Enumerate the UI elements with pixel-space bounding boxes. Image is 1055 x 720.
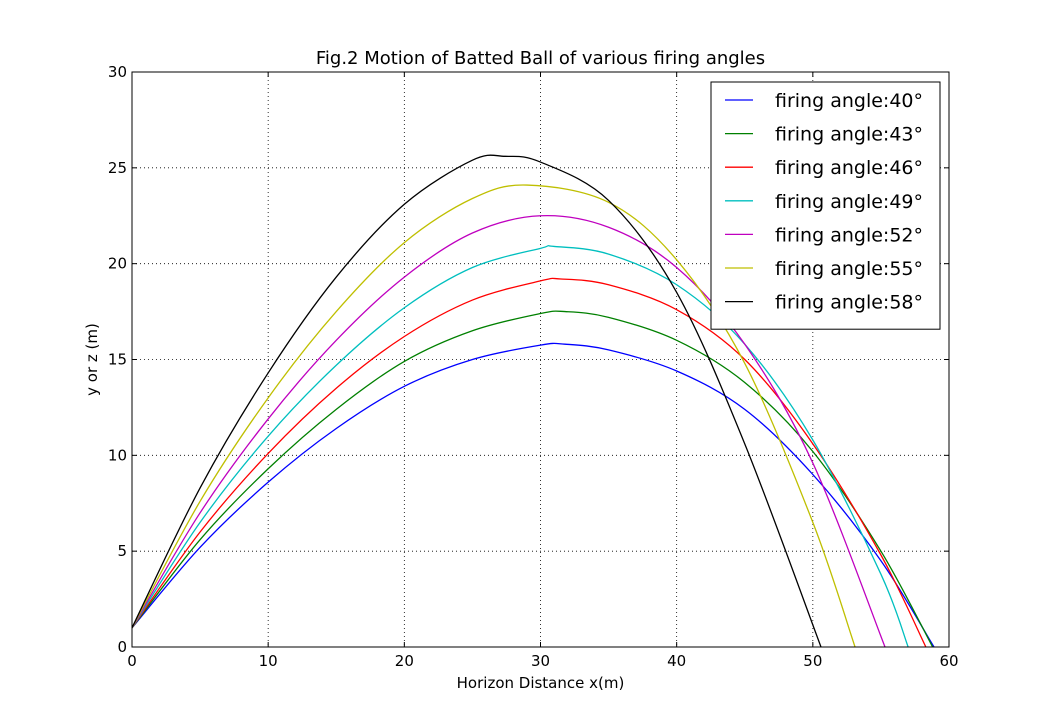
x-tick-label: 40: [667, 652, 686, 670]
x-tick-label: 0: [127, 652, 137, 670]
y-tick-label: 0: [117, 638, 127, 656]
axis-ticks: 0 10 20 30 40 50 60 0 5 10 15 20 25 30: [108, 63, 959, 670]
legend-label: firing angle:43°: [775, 124, 923, 146]
x-tick-label: 20: [395, 652, 414, 670]
legend-label: firing angle:58°: [775, 292, 923, 314]
series-line-5: [131, 214, 886, 648]
y-tick-label: 5: [117, 542, 127, 560]
x-axis-label: Horizon Distance x(m): [457, 674, 625, 692]
series-line-7: [131, 154, 822, 648]
series-line-2: [131, 310, 934, 648]
series-line-4: [131, 245, 909, 648]
x-tick-label: 30: [531, 652, 550, 670]
legend: firing angle:40° firing angle:43° firing a…: [710, 81, 941, 330]
series-line-6: [131, 184, 856, 648]
series-lines: [131, 154, 935, 648]
x-tick-label: 10: [259, 652, 278, 670]
legend-label: firing angle:46°: [775, 157, 923, 179]
legend-label: firing angle:40°: [775, 90, 923, 112]
series-line-3: [131, 277, 927, 648]
x-tick-label: 60: [939, 652, 958, 670]
series-line-1: [131, 342, 935, 648]
legend-label: firing angle:55°: [775, 258, 923, 280]
y-tick-label: 30: [108, 63, 127, 81]
y-tick-label: 25: [108, 159, 127, 177]
grid: [132, 72, 949, 647]
legend-box: [710, 81, 941, 330]
legend-label: firing angle:52°: [775, 224, 923, 246]
chart-title: Fig.2 Motion of Batted Ball of various f…: [316, 48, 765, 69]
y-tick-label: 10: [108, 446, 127, 464]
y-tick-label: 15: [108, 351, 127, 369]
y-axis-label: y or z (m): [83, 323, 101, 396]
y-tick-label: 20: [108, 255, 127, 273]
x-tick-label: 50: [803, 652, 822, 670]
legend-label: firing angle:49°: [775, 191, 923, 213]
